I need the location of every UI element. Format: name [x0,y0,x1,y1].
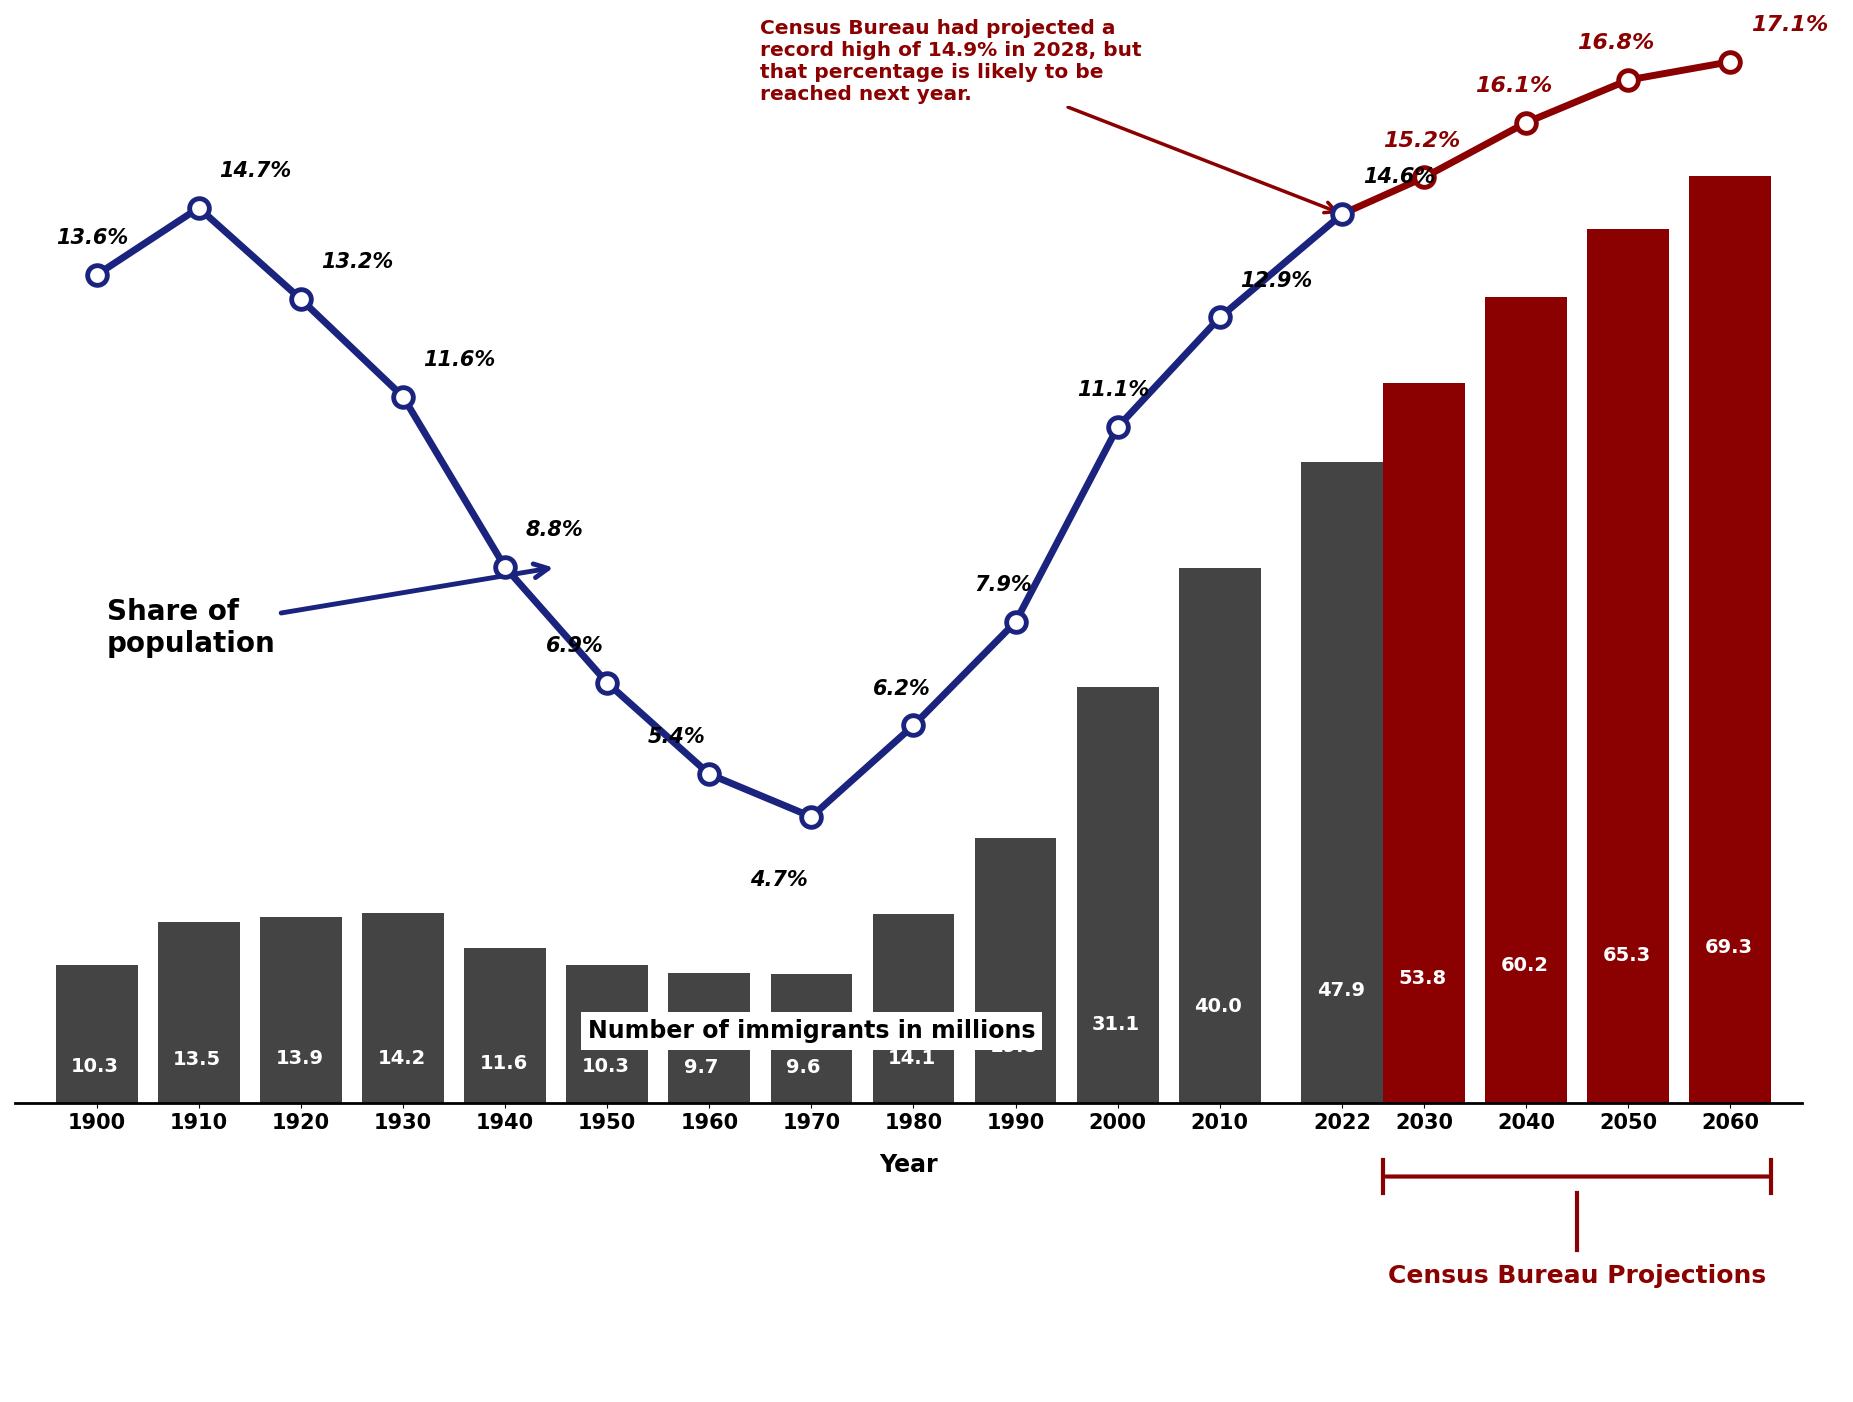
Point [1103,416,1132,439]
Text: 19.8: 19.8 [990,1037,1038,1057]
Text: 7.9%: 7.9% [975,575,1032,594]
Text: 17.1%: 17.1% [1751,15,1827,35]
Bar [975,838,1056,1103]
Bar [873,914,954,1103]
Point [285,287,315,310]
Text: 60.2: 60.2 [1501,956,1549,976]
Point [1614,69,1644,91]
Point [1716,50,1746,73]
Point [1204,306,1234,328]
Text: 53.8: 53.8 [1399,969,1447,988]
Text: 14.6%: 14.6% [1362,167,1434,188]
Text: 16.8%: 16.8% [1577,34,1655,53]
Point [387,386,417,408]
Text: 14.1: 14.1 [888,1049,936,1068]
Text: 31.1: 31.1 [1091,1015,1140,1033]
Text: 10.3: 10.3 [582,1057,630,1075]
Text: 14.2: 14.2 [378,1049,426,1068]
Text: 13.5: 13.5 [174,1050,221,1070]
Text: 13.9: 13.9 [276,1049,324,1068]
Text: Census Bureau Projections: Census Bureau Projections [1388,1263,1766,1287]
Text: 13.6%: 13.6% [56,229,128,248]
Bar [361,913,445,1103]
Text: 69.3: 69.3 [1705,938,1753,958]
Text: 13.2%: 13.2% [321,252,393,272]
Text: 14.7%: 14.7% [219,161,291,181]
Bar [669,973,750,1103]
Text: 11.6%: 11.6% [422,350,495,370]
Point [797,806,826,829]
Text: 9.6: 9.6 [786,1059,821,1077]
Bar [567,965,649,1103]
Text: 16.1%: 16.1% [1475,76,1553,95]
Bar [465,948,547,1103]
Point [1327,203,1356,226]
Bar [1301,461,1382,1103]
Point [1001,611,1030,634]
Text: 65.3: 65.3 [1603,946,1651,965]
Bar [1179,568,1260,1103]
Point [183,196,213,219]
X-axis label: Year: Year [878,1154,938,1178]
Point [1408,167,1438,189]
Bar [1690,175,1771,1103]
Point [1512,111,1542,133]
Text: 11.6: 11.6 [480,1054,528,1073]
Text: 4.7%: 4.7% [750,871,808,890]
Bar [56,965,137,1103]
Text: 5.4%: 5.4% [649,728,706,747]
Point [695,763,725,785]
Text: 11.1%: 11.1% [1077,380,1149,401]
Text: 15.2%: 15.2% [1382,130,1460,150]
Bar [1382,383,1466,1103]
Text: Number of immigrants in millions: Number of immigrants in millions [587,1019,1036,1043]
Text: 40.0: 40.0 [1195,997,1242,1016]
Point [593,672,623,694]
Text: 10.3: 10.3 [70,1057,119,1075]
Bar [259,917,341,1103]
Bar [158,923,239,1103]
Text: Census Bureau had projected a
record high of 14.9% in 2028, but
that percentage : Census Bureau had projected a record hig… [760,20,1336,213]
Bar [1077,687,1158,1103]
Point [491,557,521,579]
Bar [1486,297,1568,1103]
Text: 47.9: 47.9 [1317,981,1366,1000]
Text: 8.8%: 8.8% [526,520,584,540]
Text: 9.7: 9.7 [684,1057,719,1077]
Point [82,264,111,286]
Text: 6.9%: 6.9% [547,637,604,656]
Text: Share of
population: Share of population [107,564,548,658]
Bar [771,974,852,1103]
Text: 6.2%: 6.2% [873,679,930,698]
Bar [1588,229,1670,1103]
Point [899,714,928,736]
Text: 12.9%: 12.9% [1240,271,1312,290]
